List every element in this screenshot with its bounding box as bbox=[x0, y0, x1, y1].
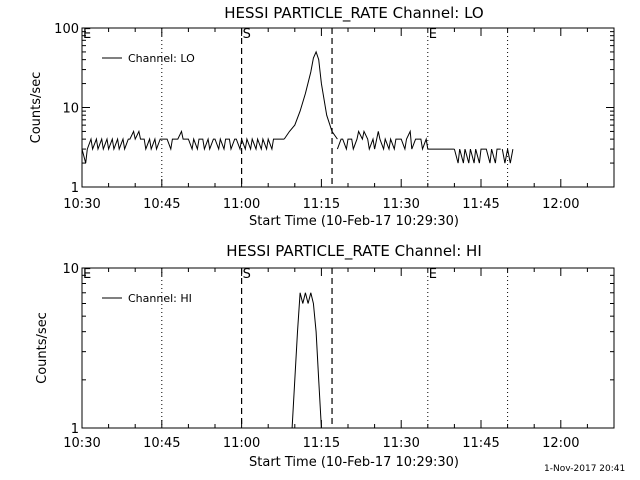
legend-label: Channel: LO bbox=[128, 52, 195, 65]
x-tick-label: 11:15 bbox=[303, 197, 340, 212]
x-tick-label: 10:30 bbox=[63, 197, 100, 212]
marker-label-e-1: E bbox=[83, 27, 91, 42]
chart-panel-2: HESSI PARTICLE_RATE Channel: HIE S E10:30 1… bbox=[35, 242, 615, 470]
series-line-1-segment-1 bbox=[291, 292, 322, 428]
y-tick-label: 10 bbox=[62, 262, 79, 277]
x-tick-label: 11:30 bbox=[382, 436, 419, 451]
y-tick-label: 100 bbox=[54, 22, 79, 37]
x-tick-label: 12:00 bbox=[542, 436, 579, 451]
series-line-1-segment-4 bbox=[453, 148, 501, 164]
marker-label-s-3: S bbox=[243, 27, 251, 42]
x-tick-label: 11:30 bbox=[382, 197, 419, 212]
y-tick-label: 1 bbox=[71, 181, 79, 196]
chart-title: HESSI PARTICLE_RATE Channel: HI bbox=[226, 242, 482, 261]
marker-label-e-5: E bbox=[429, 27, 437, 42]
y-tick-label: 1 bbox=[71, 422, 79, 437]
marker-label-e-5: E bbox=[429, 267, 437, 282]
x-tick-label: 11:00 bbox=[223, 197, 260, 212]
x-axis-label: Start Time (10-Feb-17 10:29:30) bbox=[249, 455, 459, 470]
x-tick-label: 12:00 bbox=[542, 197, 579, 212]
x-tick-label: 10:45 bbox=[143, 197, 180, 212]
x-tick-label: 10:45 bbox=[143, 436, 180, 451]
y-axis-label: Counts/sec bbox=[35, 312, 50, 384]
y-axis-label: Counts/sec bbox=[29, 72, 44, 144]
series-line-1-segment-1 bbox=[82, 129, 285, 164]
series-line-1-segment-3 bbox=[336, 129, 455, 152]
marker-label-s-3: S bbox=[243, 267, 251, 282]
x-tick-label: 10:30 bbox=[63, 436, 100, 451]
chart-title: HESSI PARTICLE_RATE Channel: LO bbox=[224, 4, 483, 23]
x-tick-label: 11:45 bbox=[462, 436, 499, 451]
y-tick-label: 10 bbox=[62, 102, 79, 117]
chart-panel-1: HESSI PARTICLE_RATE Channel: LOE S E10:30 1… bbox=[29, 4, 615, 229]
marker-label-e-1: E bbox=[83, 267, 91, 282]
x-tick-label: 11:45 bbox=[462, 197, 499, 212]
x-axis-label: Start Time (10-Feb-17 10:29:30) bbox=[249, 214, 459, 229]
series-line-1-segment-5 bbox=[501, 149, 514, 164]
footer-timestamp: 1-Nov-2017 20:41 bbox=[544, 464, 626, 474]
x-tick-label: 11:00 bbox=[223, 436, 260, 451]
series-line-1-segment-2 bbox=[283, 50, 338, 140]
x-tick-label: 11:15 bbox=[303, 436, 340, 451]
legend-label: Channel: HI bbox=[128, 292, 192, 305]
